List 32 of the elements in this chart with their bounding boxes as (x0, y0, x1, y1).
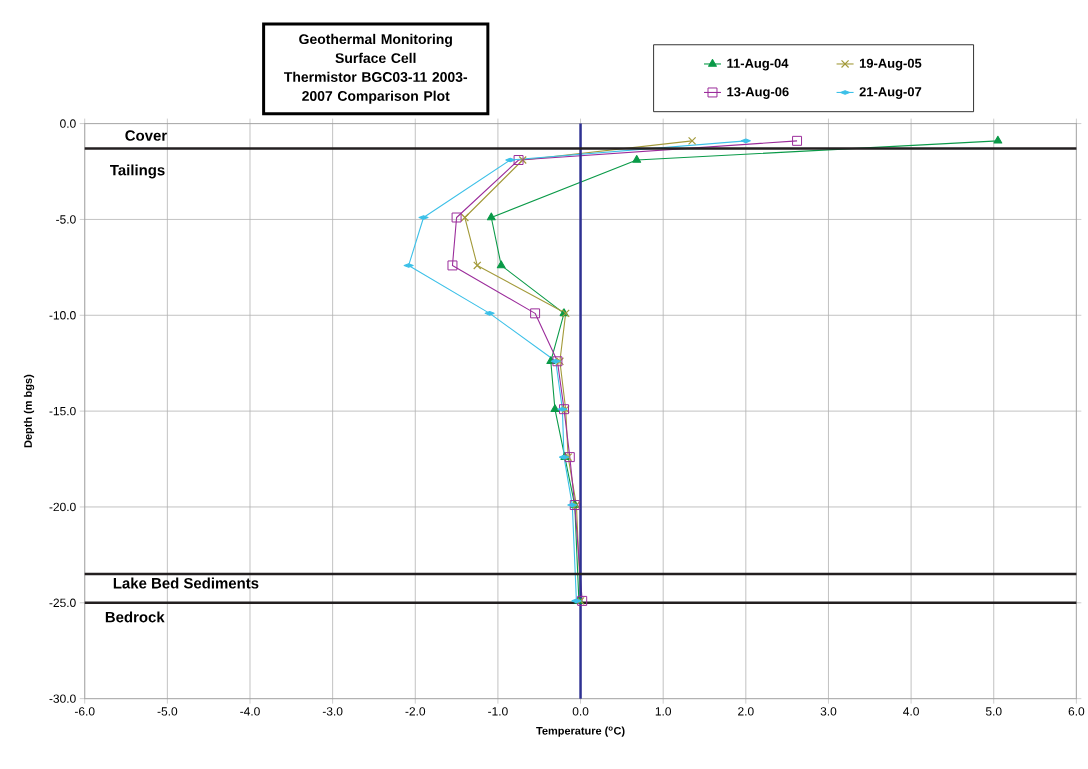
x-tick-label: -2.0 (405, 706, 426, 716)
x-tick-label: 2.0 (738, 706, 754, 716)
x-tick-label: 6.0 (1068, 706, 1085, 716)
x-tick-label: -3.0 (322, 706, 343, 716)
chart-subtitle: Thermistor BGC03-11 2003-2007 Comparison Plot (284, 71, 468, 104)
legend-label: 13-Aug-06 (727, 86, 789, 99)
x-tick-label: -1.0 (488, 706, 508, 716)
chart-title: Geothermal Monitoring Surface Cell (299, 33, 452, 63)
annotation: Bedrock (105, 611, 165, 623)
x-axis-title: Temperature ($^{o}$C) (536, 726, 625, 737)
y-tick-label: -5.0 (56, 214, 76, 224)
y-tick-label: -10.0 (49, 310, 76, 320)
x-tick-label: 1.0 (655, 706, 672, 716)
x-tick-label: 4.0 (903, 706, 919, 716)
annotation: Lake Bed Sediments (113, 577, 259, 589)
y-tick-label: -25.0 (49, 598, 76, 607)
x-tick-label: 3.0 (820, 706, 837, 716)
y-axis-title: Depth (m bgs) (23, 374, 35, 448)
annotation: Cover (125, 130, 167, 141)
y-tick-label: -30.0 (49, 694, 76, 703)
legend-label: 21-Aug-07 (859, 86, 922, 99)
annotation: Tailings (110, 164, 165, 179)
y-tick-label: -20.0 (49, 502, 76, 511)
x-tick-label: -4.0 (240, 706, 260, 716)
x-tick-label: 0.0 (572, 706, 589, 716)
y-tick-label: -15.0 (49, 406, 76, 416)
y-tick-label: 0.0 (60, 119, 76, 128)
x-tick-label: -5.0 (157, 706, 178, 716)
legend-label: 19-Aug-05 (859, 58, 922, 71)
legend-label: 11-Aug-04 (727, 58, 789, 71)
x-tick-label: -6.0 (74, 706, 95, 716)
x-tick-label: 5.0 (985, 706, 1002, 716)
